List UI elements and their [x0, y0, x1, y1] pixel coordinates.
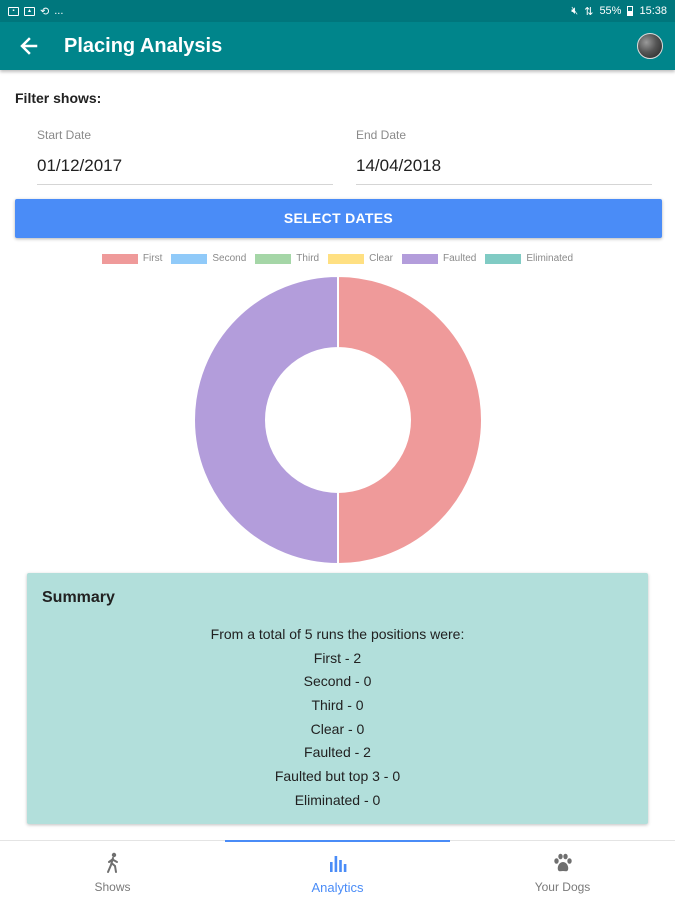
legend-label-eliminated: Eliminated [526, 253, 574, 264]
summary-line-faulted-top3: Faulted but top 3 - 0 [274, 768, 401, 785]
arrow-left-icon [20, 37, 38, 55]
bar-chart-icon [329, 856, 346, 872]
app-bar: Placing Analysis [0, 22, 675, 70]
start-date-underline [37, 184, 333, 185]
legend-item-clear[interactable]: Clear [328, 253, 393, 264]
status-more: ... [54, 5, 64, 17]
dog-avatar[interactable] [637, 33, 663, 59]
start-date-field[interactable]: Start Date 01/12/2017 [37, 128, 333, 185]
paw-icon [553, 853, 572, 872]
legend-label-second: Second [212, 253, 247, 264]
legend-swatch-faulted [402, 253, 438, 264]
summary-line-second: Second - 0 [303, 673, 372, 690]
start-date-label: Start Date [37, 128, 92, 142]
legend-swatch-first [101, 253, 138, 264]
legend-item-third[interactable]: Third [255, 253, 319, 264]
status-right: 🔇︎ ⇅ 55% 15:38 [571, 5, 667, 18]
legend-swatch-third [255, 253, 292, 264]
back-button[interactable] [14, 31, 44, 61]
battery-icon [627, 6, 634, 16]
legend-swatch-eliminated [485, 253, 522, 264]
status-left-icons: ▪ ▴ ⟲ ... [8, 5, 63, 18]
summary-line-eliminated: Eliminated - 0 [294, 791, 381, 808]
end-date-value[interactable]: 14/04/2018 [356, 156, 442, 175]
tab-your-dogs[interactable]: Your Dogs [450, 841, 675, 900]
summary-line-clear: Clear - 0 [310, 720, 365, 737]
page-title: Placing Analysis [64, 34, 223, 57]
slice-first[interactable] [337, 274, 483, 566]
summary-intro: From a total of 5 runs the positions wer… [210, 626, 465, 642]
legend-label-clear: Clear [369, 253, 393, 264]
end-date-label: End Date [356, 128, 407, 142]
placing-doughnut-chart [193, 274, 483, 566]
legend-swatch-clear [328, 253, 365, 264]
filter-label: Filter shows: [15, 90, 102, 106]
legend-label-first: First [142, 253, 163, 264]
legend-item-eliminated[interactable]: Eliminated [485, 253, 573, 264]
summary-card: Summary From a total of 5 runs the posit… [27, 573, 648, 824]
legend-label-third: Third [296, 253, 320, 264]
status-time: 15:38 [639, 5, 667, 17]
status-bar: ▪ ▴ ⟲ ... 🔇︎ ⇅ 55% 15:38 [0, 0, 675, 22]
slice-faulted[interactable] [193, 274, 339, 566]
message-icon: ▪ [8, 6, 19, 16]
mute-icon: 🔇︎ [571, 4, 579, 17]
battery-percent: 55% [599, 5, 622, 17]
summary-line-first: First - 2 [313, 649, 362, 666]
walking-person-icon [106, 852, 118, 873]
tab-analytics-label: Analytics [311, 880, 364, 895]
tab-shows[interactable]: Shows [0, 841, 225, 900]
start-date-value[interactable]: 01/12/2017 [37, 156, 123, 175]
legend-item-first[interactable]: First [101, 253, 163, 264]
legend-swatch-second [171, 253, 208, 264]
tab-analytics[interactable]: Analytics [225, 840, 450, 900]
legend-item-second[interactable]: Second [171, 253, 246, 264]
chart-legend: First Second Third Clear Faulted Eliminated [0, 253, 675, 264]
summary-lines: From a total of 5 runs the positions wer… [27, 623, 648, 813]
gallery-icon: ▴ [24, 6, 35, 16]
sync-icon: ⟲ [40, 5, 50, 18]
summary-line-third: Third - 0 [311, 697, 364, 714]
signal-icon: ⇅ [584, 5, 594, 18]
summary-title: Summary [42, 589, 115, 606]
end-date-field[interactable]: End Date 14/04/2018 [356, 128, 652, 185]
select-dates-button[interactable]: SELECT DATES [15, 199, 662, 238]
end-date-underline [356, 184, 652, 185]
legend-label-faulted: Faulted [443, 253, 477, 264]
legend-item-faulted[interactable]: Faulted [402, 253, 476, 264]
bottom-navigation: Shows Analytics Your Dogs [0, 840, 675, 900]
tab-your-dogs-label: Your Dogs [534, 880, 591, 894]
summary-line-faulted: Faulted - 2 [304, 744, 371, 761]
tab-shows-label: Shows [94, 880, 131, 894]
